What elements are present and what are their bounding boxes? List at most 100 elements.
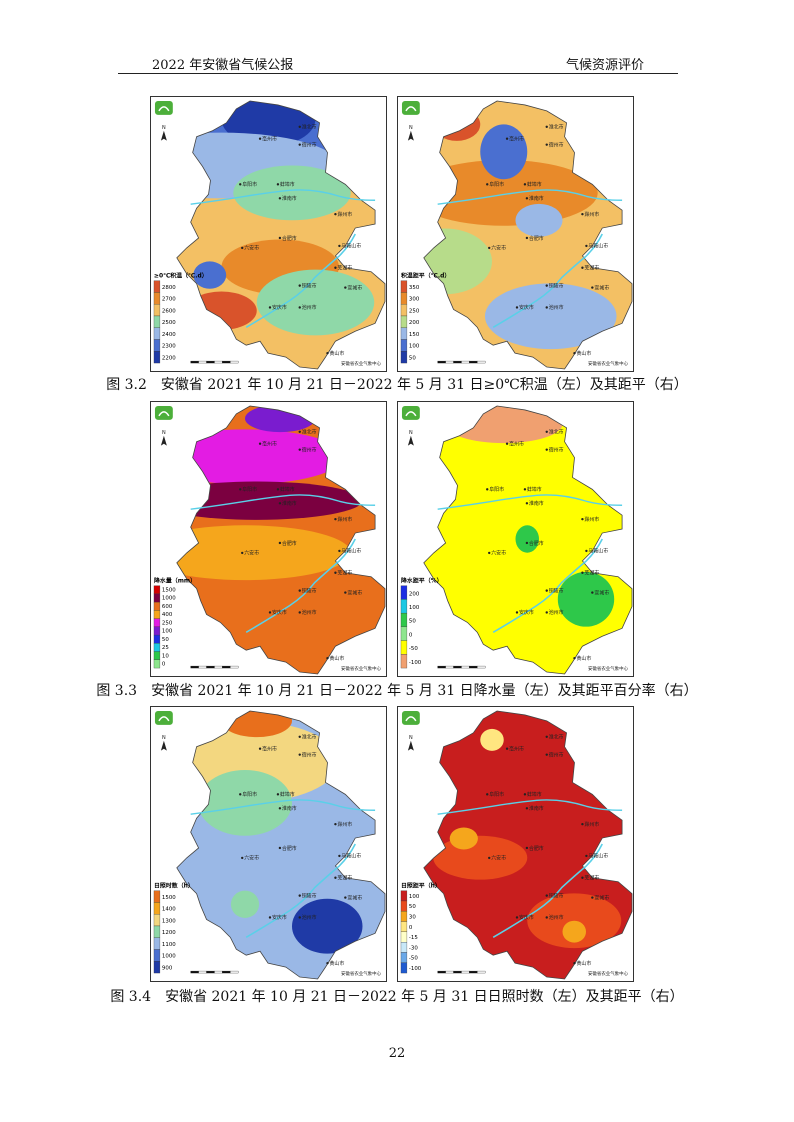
city-dot — [241, 246, 244, 250]
legend-label: 1400 — [162, 907, 176, 913]
legend-label: 1500 — [162, 895, 176, 901]
city-label: 淮南市 — [529, 805, 544, 812]
city-dot — [239, 488, 242, 491]
city-label: 蚌埠市 — [280, 486, 295, 493]
legend-label: 900 — [162, 966, 173, 972]
city-dot — [515, 916, 519, 919]
map-credit: 安徽省农业气象中心 — [588, 665, 629, 672]
city-dot — [523, 793, 527, 796]
legend-swatch — [153, 914, 161, 927]
city-label: 淮北市 — [549, 429, 564, 436]
city-label: 六安市 — [244, 245, 259, 252]
city-dot — [523, 183, 527, 186]
city-dot — [276, 183, 280, 186]
city-dot — [334, 266, 337, 269]
city-dot — [591, 286, 594, 289]
legend-swatch — [153, 634, 161, 644]
city-label: 芜湖市 — [337, 570, 352, 577]
city-label: 安庆市 — [272, 914, 287, 921]
city-dot — [334, 822, 337, 826]
legend-label: 200 — [409, 591, 420, 597]
legend-label: 10 — [162, 653, 169, 659]
city-dot — [505, 747, 509, 750]
city-label: 安庆市 — [519, 304, 534, 311]
isoline-region — [557, 571, 615, 627]
legend-title: 日照距平（h） — [401, 882, 441, 890]
map-precipitation: 亳州市 淮北市 宿州市 阜阳市 蚌埠市 淮南市 滁州市 六安市 合肥市 马鞍山市 芜湖市 铜陵市 宣城市… — [150, 401, 387, 677]
city-dot — [525, 541, 529, 545]
legend-swatch — [153, 593, 161, 603]
yangtze-river — [492, 233, 603, 329]
legend-label: 0 — [409, 632, 413, 638]
yangtze-river — [245, 843, 356, 939]
city-label: 安庆市 — [519, 609, 534, 616]
legend-swatch — [153, 601, 161, 611]
scale-bar — [190, 970, 239, 974]
city-dot — [298, 448, 301, 451]
legend-title: 降水距平（%） — [401, 577, 443, 585]
legend-swatch — [400, 952, 408, 963]
scale-bar — [190, 665, 239, 669]
city-dot — [545, 589, 548, 592]
city-dot — [581, 517, 584, 521]
city-dot — [545, 125, 548, 128]
city-label: 宿州市 — [549, 141, 564, 148]
header-report-title: 2022 年安徽省气候公报 — [152, 58, 294, 73]
city-dot — [581, 822, 584, 826]
legend-swatch — [400, 339, 408, 352]
city-dot — [278, 846, 282, 850]
huai-river — [437, 189, 623, 205]
city-label: 亳州市 — [262, 135, 277, 142]
city-label: 黄山市 — [576, 655, 591, 662]
legend-label: -50 — [409, 646, 418, 652]
legend-swatch — [400, 599, 408, 614]
city-dot — [298, 735, 301, 738]
legend-swatch — [400, 280, 408, 293]
city-label: 马鞍山市 — [588, 548, 608, 555]
city-label: 合肥市 — [282, 235, 297, 242]
legend-label: -50 — [409, 956, 418, 962]
legend-label: 300 — [409, 297, 420, 303]
caption-fig-3-3: 图 3.3 安徽省 2021 年 10 月 21 日－2022 年 5 月 31… — [96, 683, 698, 699]
legend-title: 降水量（mm） — [154, 577, 196, 585]
map-sunshine-hours: 亳州市 淮北市 宿州市 阜阳市 蚌埠市 淮南市 滁州市 六安市 合肥市 马鞍山市 芜湖市 铜陵市 宣城市… — [150, 706, 387, 982]
city-dot — [545, 430, 548, 433]
city-label: 宣城市 — [594, 284, 609, 291]
city-label: 黄山市 — [329, 350, 344, 357]
city-label: 铜陵市 — [302, 587, 317, 594]
page-number: 22 — [388, 1046, 406, 1061]
city-dot — [591, 896, 594, 899]
city-label: 淮南市 — [282, 500, 297, 507]
city-label: 池州市 — [549, 304, 564, 311]
legend-label: 0 — [409, 925, 413, 931]
legend-label: 30 — [409, 914, 416, 920]
city-dot — [258, 137, 262, 140]
city-dot — [581, 266, 584, 269]
legend-label: 50 — [409, 904, 416, 910]
city-dot — [486, 183, 489, 186]
city-label: 合肥市 — [282, 845, 297, 852]
city-dot — [488, 856, 491, 860]
city-dot — [278, 197, 282, 200]
city-dot — [278, 541, 282, 545]
city-dot — [573, 351, 576, 355]
legend-label: 350 — [409, 285, 420, 291]
svg-text:N: N — [162, 430, 166, 436]
svg-text:N: N — [162, 735, 166, 741]
city-label: 六安市 — [244, 855, 259, 862]
legend-swatch — [153, 902, 161, 915]
city-dot — [334, 571, 337, 574]
city-dot — [545, 611, 548, 614]
city-label: 池州市 — [549, 914, 564, 921]
city-label: 阜阳市 — [489, 791, 504, 798]
city-label: 马鞍山市 — [341, 243, 361, 250]
city-label: 宣城市 — [347, 894, 362, 901]
legend-label: 150 — [409, 332, 420, 338]
legend-swatch — [153, 351, 161, 364]
city-dot — [344, 896, 347, 899]
city-label: 宿州市 — [302, 751, 317, 758]
legend-swatch — [153, 585, 161, 595]
city-label: 芜湖市 — [584, 265, 599, 272]
city-label: 池州市 — [302, 609, 317, 616]
